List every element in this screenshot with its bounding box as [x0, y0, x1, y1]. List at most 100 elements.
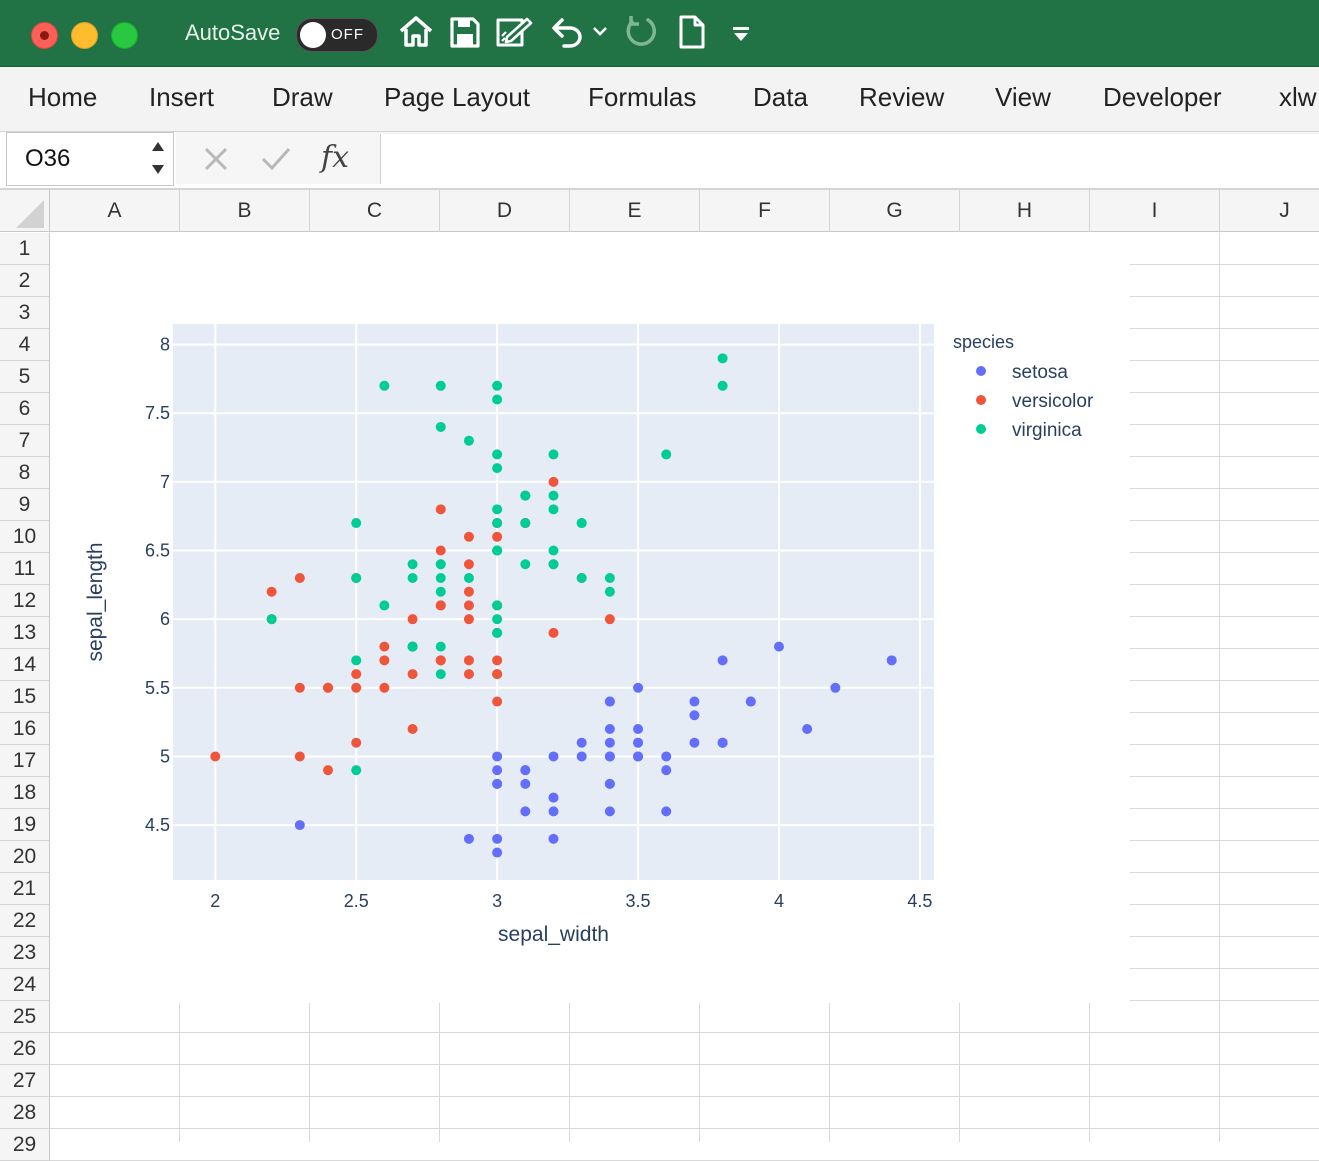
data-point-virginica[interactable]	[351, 655, 362, 666]
data-point-virginica[interactable]	[548, 545, 559, 556]
data-point-versicolor[interactable]	[604, 614, 615, 625]
confirm-entry-icon[interactable]	[260, 146, 292, 172]
row-header-4[interactable]: 4	[0, 329, 50, 361]
data-point-virginica[interactable]	[407, 641, 418, 652]
data-point-virginica[interactable]	[463, 572, 474, 583]
data-point-setosa[interactable]	[548, 833, 559, 844]
data-point-versicolor[interactable]	[379, 655, 390, 666]
data-point-setosa[interactable]	[576, 751, 587, 762]
column-header-g[interactable]: G	[830, 190, 960, 232]
data-point-setosa[interactable]	[689, 696, 700, 707]
edit-document-icon[interactable]	[494, 14, 534, 50]
column-header-i[interactable]: I	[1090, 190, 1220, 232]
data-point-virginica[interactable]	[435, 421, 446, 432]
data-point-virginica[interactable]	[604, 586, 615, 597]
data-point-versicolor[interactable]	[294, 682, 305, 693]
data-point-virginica[interactable]	[548, 559, 559, 570]
data-point-versicolor[interactable]	[351, 669, 362, 680]
tab-data[interactable]: Data	[753, 82, 808, 112]
name-box[interactable]: O36	[6, 132, 174, 186]
data-point-setosa[interactable]	[548, 792, 559, 803]
data-point-setosa[interactable]	[886, 655, 897, 666]
row-header-25[interactable]: 25	[0, 1001, 50, 1033]
data-point-versicolor[interactable]	[294, 751, 305, 762]
row-header-21[interactable]: 21	[0, 873, 50, 905]
data-point-virginica[interactable]	[351, 572, 362, 583]
data-point-virginica[interactable]	[435, 572, 446, 583]
save-icon[interactable]	[449, 14, 481, 50]
data-point-setosa[interactable]	[745, 696, 756, 707]
row-header-15[interactable]: 15	[0, 681, 50, 713]
data-point-virginica[interactable]	[492, 449, 503, 460]
data-point-virginica[interactable]	[492, 627, 503, 638]
data-point-virginica[interactable]	[548, 490, 559, 501]
data-point-virginica[interactable]	[604, 572, 615, 583]
data-point-setosa[interactable]	[604, 737, 615, 748]
legend-marker-versicolor[interactable]	[976, 395, 986, 405]
data-point-versicolor[interactable]	[407, 614, 418, 625]
data-point-setosa[interactable]	[689, 710, 700, 721]
data-point-setosa[interactable]	[689, 737, 700, 748]
row-header-5[interactable]: 5	[0, 361, 50, 393]
customize-toolbar-icon[interactable]	[732, 26, 750, 42]
data-point-setosa[interactable]	[773, 641, 784, 652]
data-point-virginica[interactable]	[435, 641, 446, 652]
data-point-versicolor[interactable]	[463, 614, 474, 625]
data-point-setosa[interactable]	[492, 751, 503, 762]
data-point-setosa[interactable]	[717, 655, 728, 666]
row-header-12[interactable]: 12	[0, 585, 50, 617]
data-point-versicolor[interactable]	[435, 655, 446, 666]
formula-input[interactable]	[380, 134, 1319, 184]
data-point-virginica[interactable]	[520, 559, 531, 570]
legend-label-setosa[interactable]: setosa	[1012, 362, 1068, 383]
row-header-17[interactable]: 17	[0, 745, 50, 777]
tab-draw[interactable]: Draw	[272, 82, 333, 112]
data-point-virginica[interactable]	[379, 600, 390, 611]
tab-review[interactable]: Review	[859, 82, 945, 112]
data-point-virginica[interactable]	[520, 518, 531, 529]
data-point-virginica[interactable]	[492, 614, 503, 625]
data-point-versicolor[interactable]	[435, 600, 446, 611]
data-point-setosa[interactable]	[548, 806, 559, 817]
column-header-b[interactable]: B	[180, 190, 310, 232]
data-point-setosa[interactable]	[604, 723, 615, 734]
data-point-versicolor[interactable]	[463, 531, 474, 542]
row-header-2[interactable]: 2	[0, 265, 50, 297]
tab-view[interactable]: View	[995, 82, 1051, 112]
row-header-29[interactable]: 29	[0, 1129, 50, 1161]
data-point-setosa[interactable]	[717, 737, 728, 748]
data-point-setosa[interactable]	[576, 737, 587, 748]
row-header-22[interactable]: 22	[0, 905, 50, 937]
row-header-24[interactable]: 24	[0, 969, 50, 1001]
tab-xlwings[interactable]: xlw	[1279, 82, 1317, 112]
undo-icon[interactable]	[550, 14, 586, 50]
name-box-stepper-icon[interactable]	[150, 139, 166, 177]
row-header-9[interactable]: 9	[0, 489, 50, 521]
home-icon[interactable]	[398, 14, 434, 50]
data-point-setosa[interactable]	[604, 778, 615, 789]
row-header-8[interactable]: 8	[0, 457, 50, 489]
legend-label-virginica[interactable]: virginica	[1012, 420, 1082, 441]
data-point-setosa[interactable]	[294, 820, 305, 831]
new-document-icon[interactable]	[678, 14, 706, 50]
data-point-setosa[interactable]	[548, 751, 559, 762]
data-point-setosa[interactable]	[604, 751, 615, 762]
column-header-j[interactable]: J	[1220, 190, 1319, 232]
row-header-11[interactable]: 11	[0, 553, 50, 585]
data-point-setosa[interactable]	[661, 751, 672, 762]
data-point-versicolor[interactable]	[548, 476, 559, 487]
data-point-virginica[interactable]	[351, 518, 362, 529]
insert-function-icon[interactable]: fx	[321, 140, 350, 175]
data-point-virginica[interactable]	[548, 449, 559, 460]
data-point-versicolor[interactable]	[463, 586, 474, 597]
data-point-virginica[interactable]	[492, 394, 503, 405]
column-header-e[interactable]: E	[570, 190, 700, 232]
column-header-h[interactable]: H	[960, 190, 1090, 232]
data-point-setosa[interactable]	[604, 806, 615, 817]
data-point-setosa[interactable]	[633, 751, 644, 762]
legend-marker-virginica[interactable]	[976, 424, 986, 434]
tab-formulas[interactable]: Formulas	[588, 82, 697, 112]
data-point-virginica[interactable]	[266, 614, 277, 625]
row-header-7[interactable]: 7	[0, 425, 50, 457]
